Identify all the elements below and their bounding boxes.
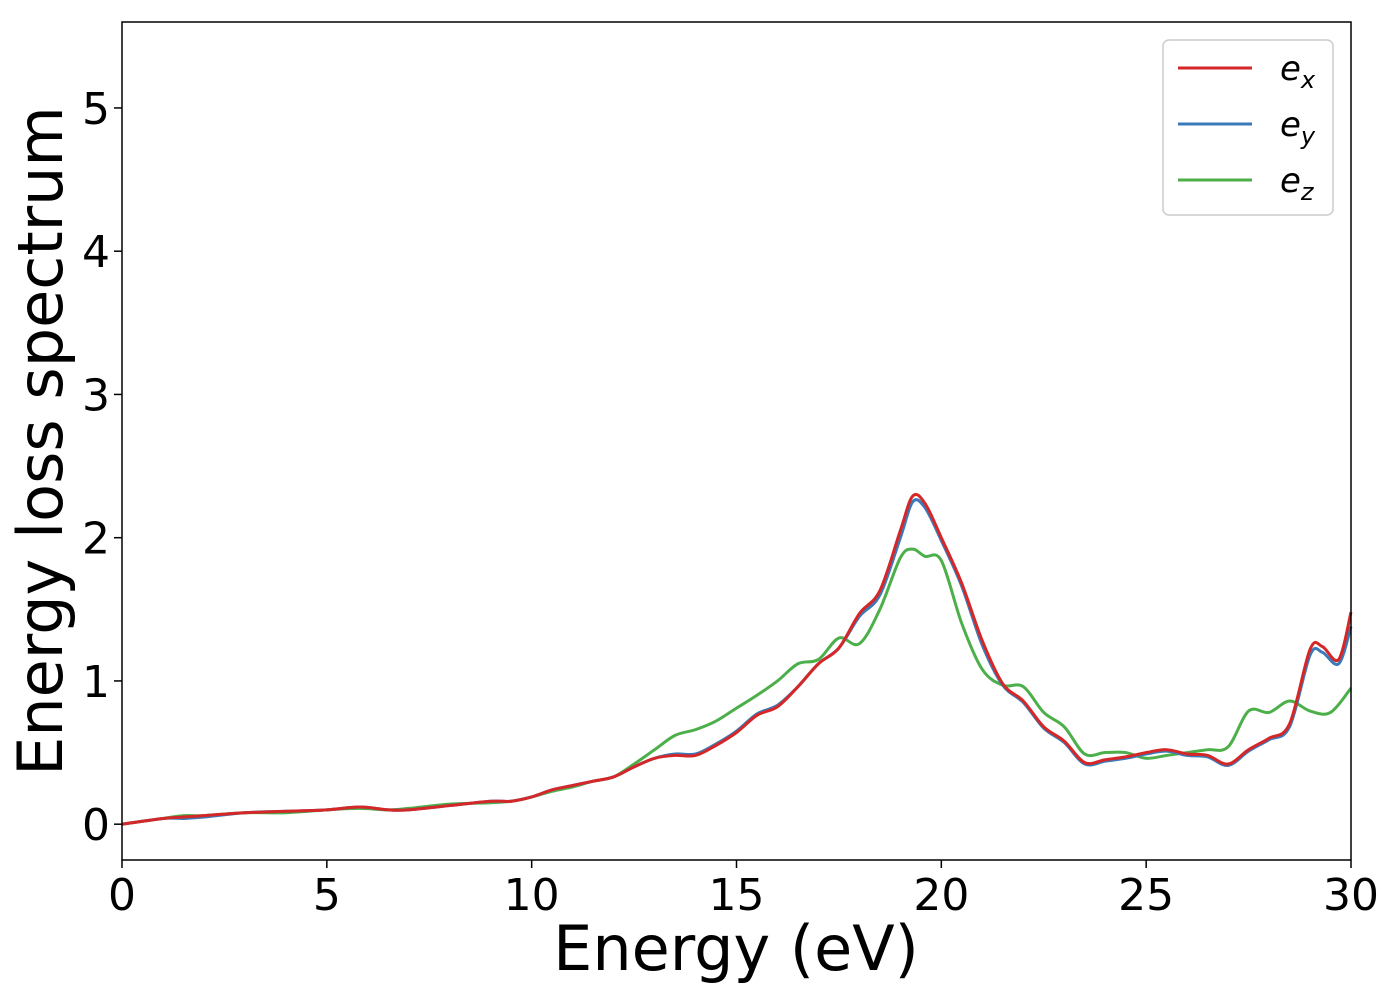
y-tick-label: 5 [82,84,110,135]
legend-label-subscript: x [1300,66,1316,94]
legend-label-subscript: z [1300,178,1315,206]
legend-label-base: e [1280,161,1301,201]
y-tick-label: 0 [82,800,110,851]
legend-label-subscript: y [1300,122,1316,150]
legend-box [1162,39,1334,216]
x-tick-label: 25 [1118,870,1174,921]
series-lines [121,492,1353,826]
y-axis-title: Energy loss spectrum [4,106,77,776]
x-tick-label: 30 [1323,870,1379,921]
y-tick-label: 1 [82,657,110,708]
y-tick-label: 2 [82,514,110,565]
legend-label-base: e [1280,49,1301,89]
x-axis-title: Energy (eV) [553,912,919,985]
axis-ticks: 0 5 10 15 20 25 30 0 1 2 3 4 5 [82,84,1379,921]
plot-background [122,22,1351,860]
y-tick-label: 3 [82,370,110,421]
x-tick-label: 15 [709,870,765,921]
x-tick-label: 5 [313,870,341,921]
x-tick-label: 10 [504,870,560,921]
x-tick-label: 0 [108,870,136,921]
legend-label-e_x: ex [1280,49,1316,94]
x-tick-label: 20 [913,870,969,921]
y-tick-label: 4 [82,227,110,278]
legend-label-base: e [1280,105,1301,145]
series-line-e_x [121,492,1353,826]
legend-label-e_z: ez [1280,161,1315,206]
legend-label-e_y: ey [1280,105,1316,150]
